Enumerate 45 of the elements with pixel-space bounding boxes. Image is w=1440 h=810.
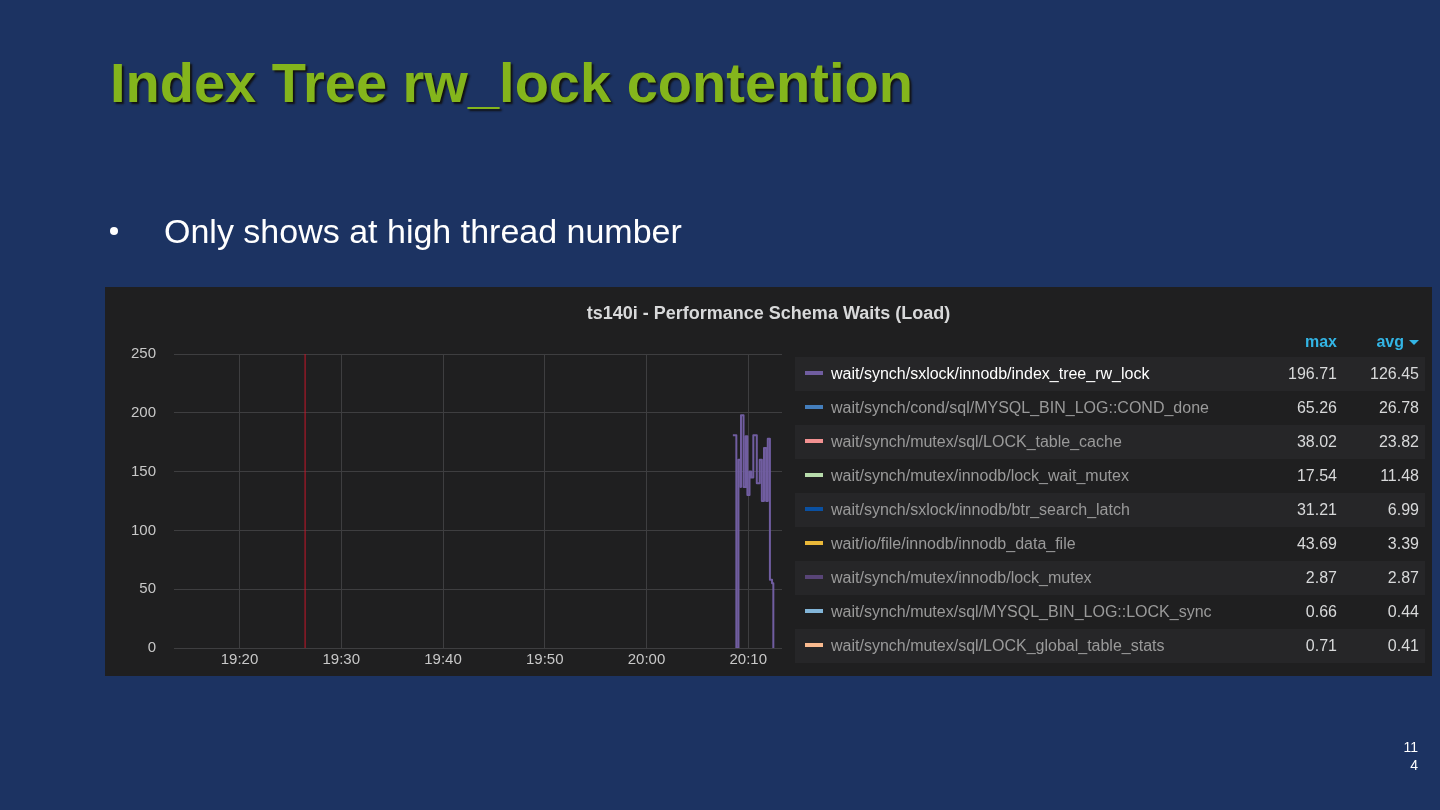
x-tick-label: 20:00 xyxy=(627,650,666,668)
text: 114 xyxy=(1402,738,1418,774)
y-tick-label: 250 xyxy=(131,344,157,362)
x-tick-label: 20:10 xyxy=(729,650,768,668)
text: 3.39 xyxy=(1343,527,1425,561)
legend-label: wait/synch/cond/sql/MYSQL_BIN_LOG::COND_done xyxy=(831,399,1209,416)
text: 43.69 xyxy=(1261,527,1343,561)
text: 2.87 xyxy=(1261,561,1343,595)
x-tick-label: 19:30 xyxy=(322,650,361,668)
legend-label: wait/synch/mutex/sql/LOCK_table_cache xyxy=(831,433,1122,450)
text: 0.66 xyxy=(1261,595,1343,629)
y-tick-label: 50 xyxy=(139,579,157,597)
text: 0.41 xyxy=(1343,629,1425,663)
chart-subtitle: Only shows at high thread number xyxy=(164,212,682,250)
chart-title: Index Tree rw_lock contention xyxy=(110,50,913,115)
text: 31.21 xyxy=(1261,493,1343,527)
x-tick-label: 19:40 xyxy=(424,650,462,668)
legend-label: wait/synch/mutex/innodb/lock_wait_mutex xyxy=(831,467,1129,484)
text: 65.26 xyxy=(1261,391,1343,425)
text: ts140i - Performance Schema Waits (Load) xyxy=(585,303,952,324)
text: 196.71 xyxy=(1261,357,1343,391)
legend-label: wait/synch/mutex/innodb/lock_mutex xyxy=(831,569,1092,586)
y-tick-label: 0 xyxy=(147,638,157,656)
text: 0.71 xyxy=(1261,629,1343,663)
text: max xyxy=(1261,327,1343,357)
text: avg xyxy=(1343,327,1425,357)
text: 38.02 xyxy=(1261,425,1343,459)
text: 26.78 xyxy=(1343,391,1425,425)
text: 2.87 xyxy=(1343,561,1425,595)
y-tick-label: 150 xyxy=(131,461,157,479)
legend-label: wait/io/file/innodb/innodb_data_file xyxy=(831,535,1076,552)
legend-label: wait/synch/mutex/sql/LOCK_global_table_stats xyxy=(831,637,1165,654)
x-tick-label: 19:20 xyxy=(220,650,259,668)
y-tick-label: 200 xyxy=(131,402,157,420)
legend-label: wait/synch/sxlock/innodb/index_tree_rw_lock xyxy=(831,365,1150,382)
y-tick-label: 100 xyxy=(131,520,157,538)
text: 126.45 xyxy=(1343,357,1425,391)
text: 23.82 xyxy=(1343,425,1425,459)
legend-label: wait/synch/mutex/sql/MYSQL_BIN_LOG::LOCK_sync xyxy=(831,603,1212,620)
text: 6.99 xyxy=(1343,493,1425,527)
legend-label: wait/synch/sxlock/innodb/btr_search_latch xyxy=(831,501,1130,518)
text: 0.44 xyxy=(1343,595,1425,629)
text: 17.54 xyxy=(1261,459,1343,493)
text: 11.48 xyxy=(1343,459,1425,493)
x-tick-label: 19:50 xyxy=(525,650,564,668)
